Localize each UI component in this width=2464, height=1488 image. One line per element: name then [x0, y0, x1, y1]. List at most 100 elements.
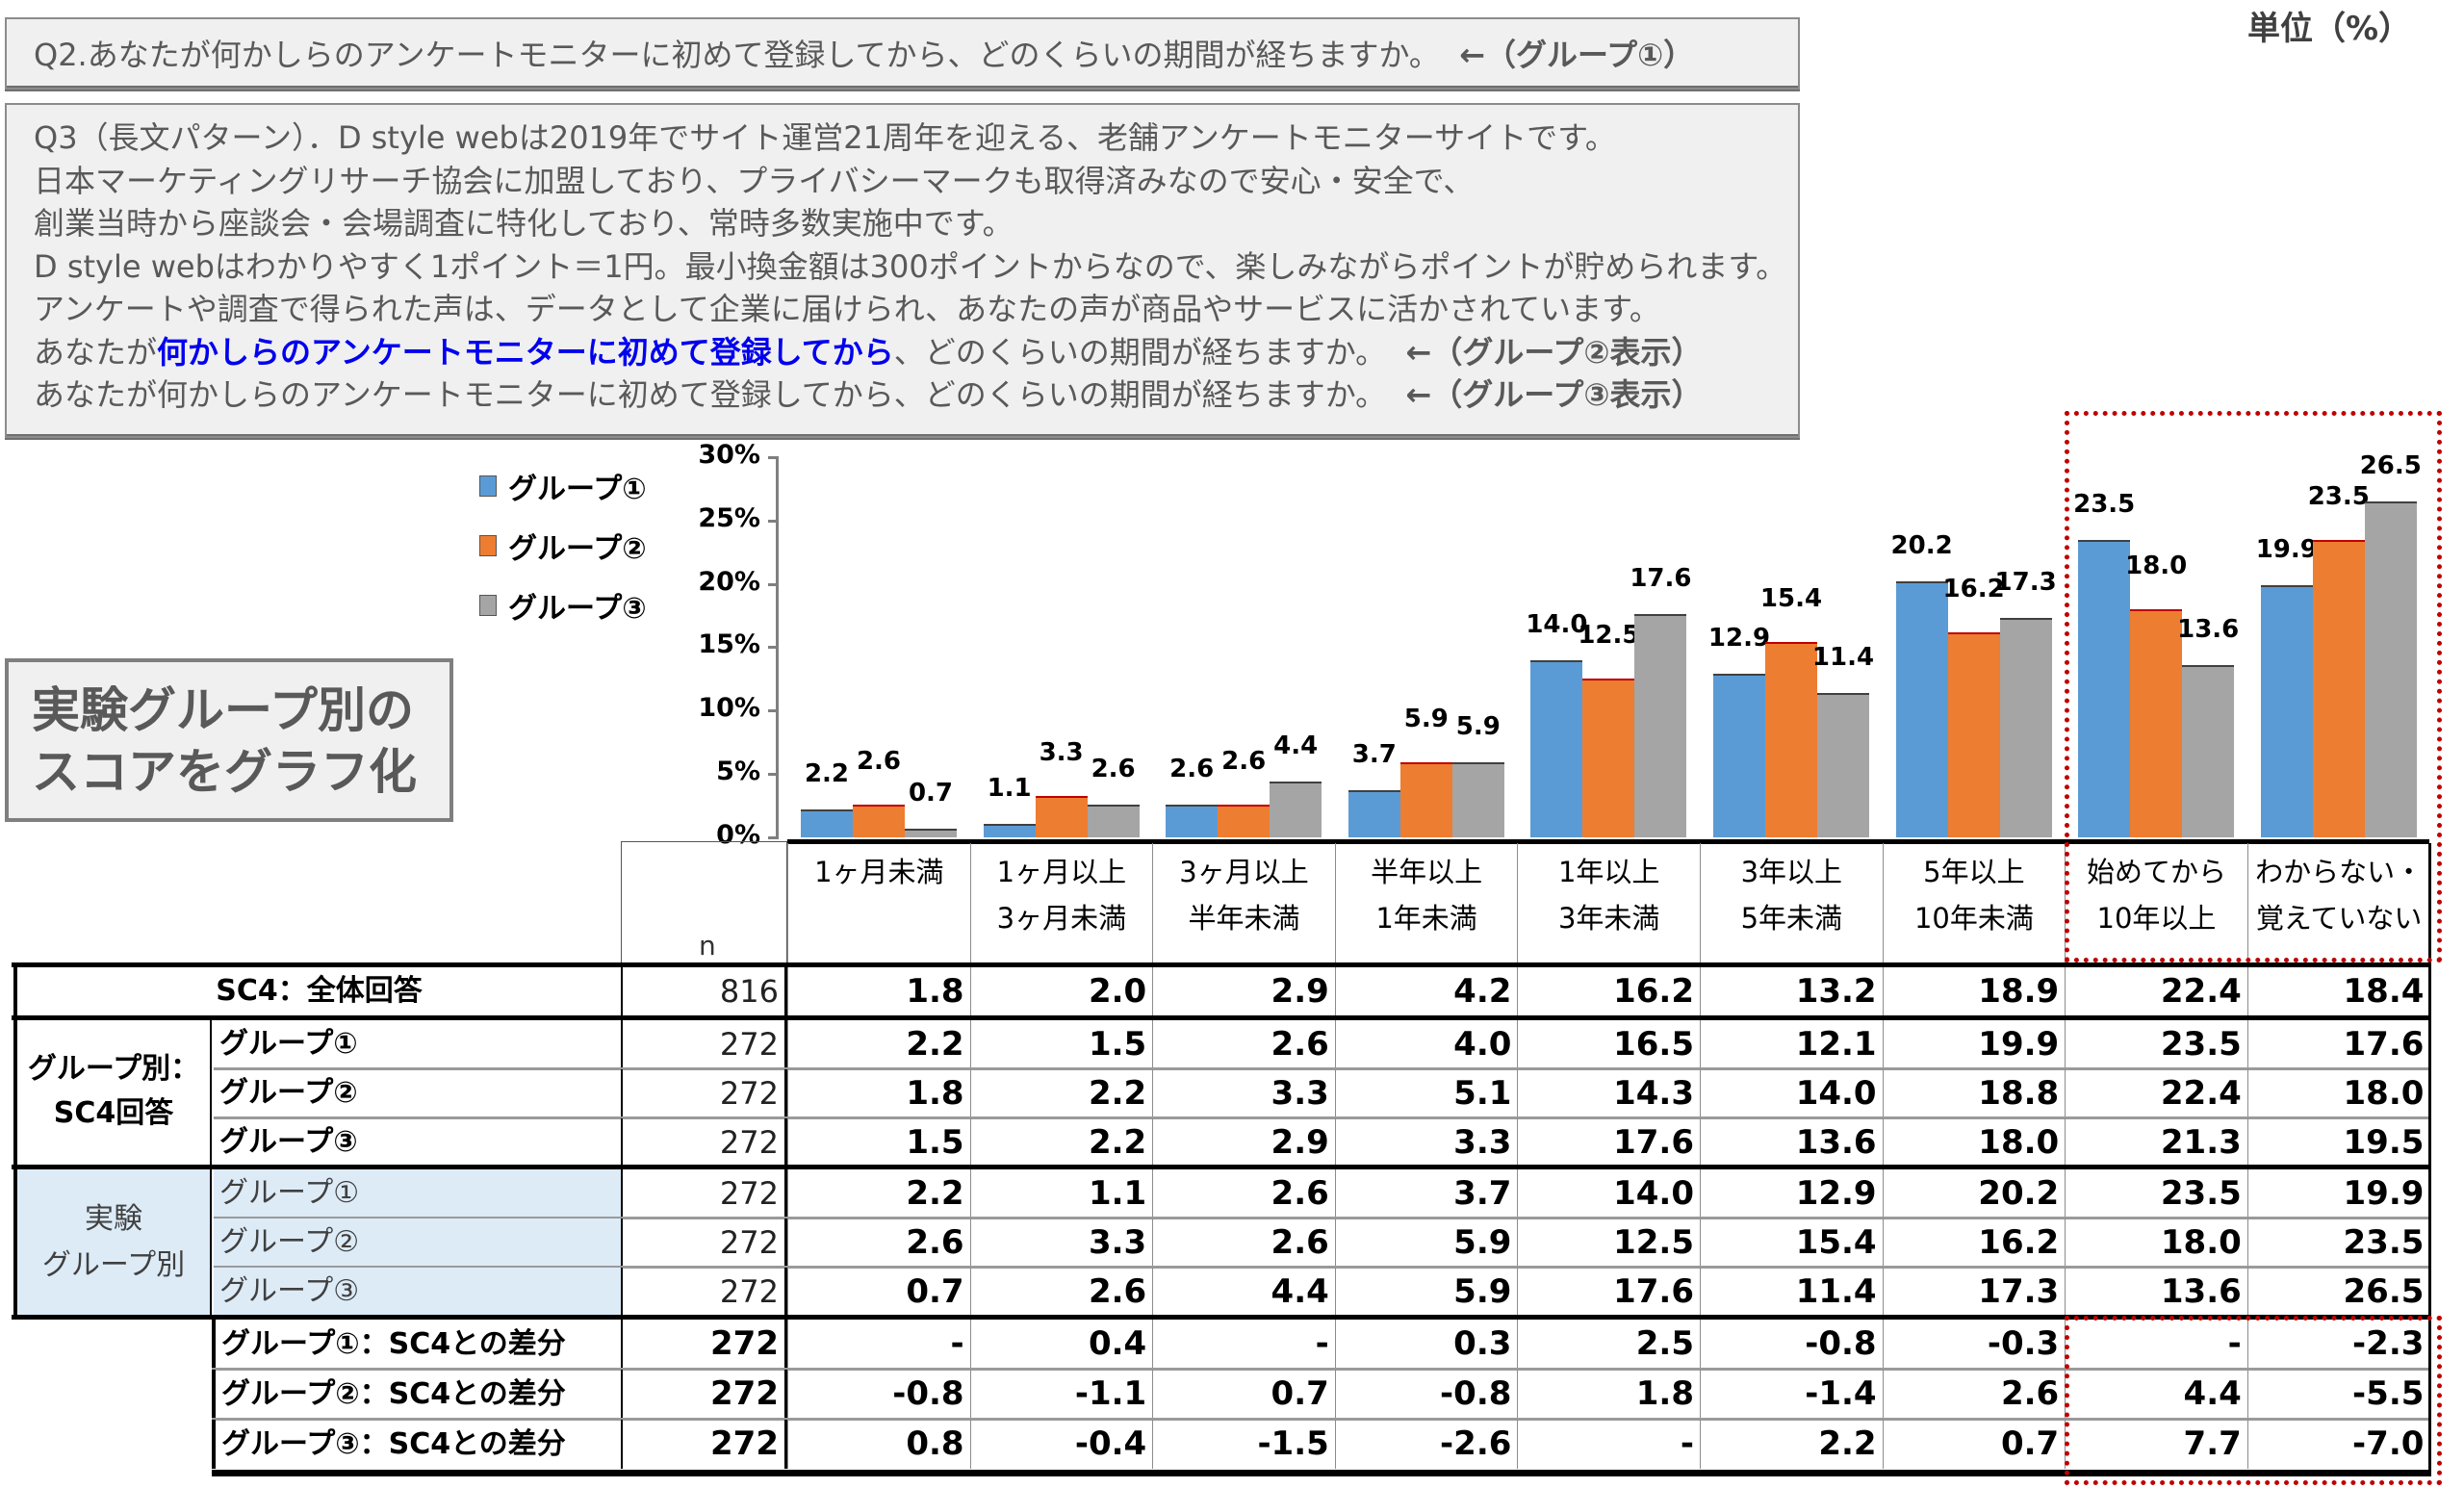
total-row-value: 4.2 — [1334, 967, 1518, 1015]
exp-group-label-2: グループ別 — [41, 1248, 186, 1282]
callout-line-2: スコアをグラフ化 — [32, 744, 417, 800]
diff-row-value: - — [1517, 1420, 1700, 1469]
column-header-line1: 半年以上 — [1371, 856, 1483, 888]
column-header-line2: 10年以上 — [2096, 902, 2217, 935]
column-header-line1: 1ヶ月未満 — [814, 856, 944, 888]
exp-row-value: 23.5 — [2065, 1169, 2247, 1218]
bar-2 — [1035, 795, 1088, 837]
exp-row-value: 3.7 — [1334, 1169, 1518, 1218]
diff-row-value: - — [2065, 1320, 2247, 1369]
bar-2 — [1765, 642, 1817, 837]
sc4-row-value: 17.6 — [1517, 1118, 1700, 1167]
rule — [12, 1165, 2431, 1169]
q3-group3-tag: ←（グループ③表示） — [1405, 376, 1703, 413]
diff-row-value: 2.6 — [1882, 1370, 2066, 1419]
bar-1 — [801, 809, 853, 837]
bar-3 — [2364, 500, 2417, 837]
exp-row-value: 3.3 — [969, 1219, 1153, 1267]
exp-group-label: 実験 グループ別 — [13, 1169, 212, 1317]
q3-line-5: アンケートや調査で得られた声は、データとして企業に届けられ、あなたの声が商品やサ… — [34, 291, 1660, 327]
diff-row-value: -0.3 — [1882, 1320, 2066, 1369]
diff-row-n: 272 — [621, 1320, 787, 1369]
bar-3 — [1087, 804, 1140, 837]
y-tick — [768, 582, 778, 586]
q3-line-6-highlight: 何かしらのアンケートモニターに初めて登録してから — [157, 333, 894, 371]
exp-row-value: 2.6 — [787, 1219, 970, 1267]
sc4-row-value: 13.6 — [1700, 1118, 1883, 1167]
rule — [212, 1368, 2431, 1371]
bar-1 — [1895, 580, 1948, 837]
sc4-row-n: 272 — [621, 1069, 787, 1117]
sc4-row-value: 14.0 — [1700, 1069, 1883, 1117]
bar-1 — [983, 823, 1036, 837]
exp-row-value: 5.9 — [1334, 1268, 1518, 1316]
bar-3 — [1999, 618, 2052, 837]
y-tick-label: 5% — [716, 757, 760, 787]
exp-row-value: 19.9 — [2246, 1169, 2430, 1218]
diff-row-value: - — [1152, 1320, 1335, 1369]
diff-row-value: 0.8 — [787, 1420, 970, 1469]
y-tick-label: 10% — [698, 693, 760, 724]
diff-row-value: -0.8 — [1700, 1320, 1883, 1369]
y-tick-label: 20% — [698, 566, 760, 597]
exp-row-value: 17.6 — [1517, 1268, 1700, 1316]
column-header: 3ヶ月以上 半年未満 — [1152, 843, 1335, 963]
legend-item-group1: グループ① — [479, 456, 647, 516]
data-label: 12.5 — [1578, 621, 1640, 651]
q3-line-3: 創業当時から座談会・会場調査に特化しており、常時多数実施中です。 — [34, 205, 1014, 242]
column-header: 始めてから 10年以上 — [2065, 843, 2247, 963]
column-header-line2: 3年未満 — [1557, 902, 1660, 935]
table-right-edge — [2428, 843, 2431, 963]
bar-2 — [1947, 631, 2000, 837]
total-row-value: 18.9 — [1882, 967, 2066, 1015]
sc4-row-value: 18.0 — [1882, 1118, 2066, 1167]
exp-row-value: 2.6 — [1152, 1169, 1335, 1218]
exp-row-value: 20.2 — [1882, 1169, 2066, 1218]
legend-item-group2: グループ② — [479, 516, 647, 576]
data-label: 1.1 — [987, 773, 1032, 803]
bar-3 — [1817, 692, 1869, 837]
diff-row-value: -1.1 — [969, 1370, 1153, 1419]
sc4-row-value: 2.2 — [969, 1069, 1153, 1117]
bar-3 — [1270, 782, 1322, 837]
callout-line-1: 実験グループ別の — [32, 682, 414, 738]
bar-2 — [1218, 804, 1270, 837]
total-row-value: 16.2 — [1517, 967, 1700, 1015]
total-row-label: SC4：全体回答 — [13, 967, 621, 1015]
column-header-line1: 始めてから — [2086, 856, 2226, 888]
sc4-row-label: グループ① — [219, 1027, 358, 1061]
data-label: 0.7 — [908, 778, 954, 808]
sc4-row-value: 22.4 — [2065, 1069, 2247, 1117]
sc4-row-value: 14.3 — [1517, 1069, 1700, 1117]
q3-group2-tag: ←（グループ②表示） — [1405, 333, 1703, 371]
exp-row-value: 0.7 — [787, 1268, 970, 1316]
data-label: 12.9 — [1707, 624, 1771, 654]
column-header-line1: 5年以上 — [1923, 856, 2025, 888]
legend-label: グループ① — [508, 473, 647, 506]
bar-1 — [1348, 790, 1400, 837]
legend-item-group3: グループ③ — [479, 576, 647, 635]
data-label: 13.6 — [2177, 614, 2240, 644]
column-header: 半年以上 1年未満 — [1334, 843, 1518, 963]
column-header-line1: 1ヶ月以上 — [996, 856, 1127, 888]
data-label: 26.5 — [2359, 450, 2422, 480]
diff-row-label: グループ②：SC4との差分 — [212, 1370, 621, 1419]
bar-2 — [2312, 539, 2365, 837]
bar-2 — [2130, 608, 2183, 837]
column-header-line2: 1年未満 — [1375, 902, 1477, 935]
rule — [214, 1217, 2431, 1219]
data-label: 2.2 — [804, 759, 850, 789]
question-q2-box: Q2.あなたが何かしらのアンケートモニターに初めて登録してから、どのくらいの期間… — [5, 17, 1800, 90]
bar-1 — [1166, 804, 1219, 837]
y-tick-label: 15% — [698, 629, 760, 660]
rule — [212, 1418, 2431, 1421]
diff-row-value: - — [787, 1320, 970, 1369]
column-header: 3年以上 5年未満 — [1700, 843, 1883, 963]
diff-row-n: 272 — [621, 1420, 787, 1469]
data-label: 2.6 — [1221, 746, 1267, 776]
diff-row-value: 0.7 — [1152, 1370, 1335, 1419]
diff-row-value: 4.4 — [2065, 1370, 2247, 1419]
rule — [212, 1470, 2431, 1476]
total-row-value: 13.2 — [1700, 967, 1883, 1015]
column-header-line2: 10年未満 — [1913, 902, 2034, 935]
